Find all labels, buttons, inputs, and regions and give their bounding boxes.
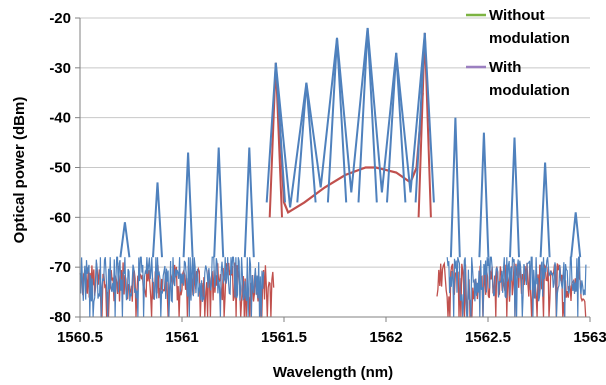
x-tick-label: 1561.5 <box>261 329 307 346</box>
blue-peak-11 <box>449 117 461 258</box>
legend-label: modulation <box>489 30 570 47</box>
y-axis-title: Optical power (dBm) <box>11 97 28 244</box>
blue-peak-1 <box>152 182 163 258</box>
y-tick-label: -70 <box>49 259 71 276</box>
x-tick-label: 1562.5 <box>465 329 511 346</box>
y-tick-label: -40 <box>49 110 71 127</box>
x-tick-label: 1563 <box>573 329 606 346</box>
blue-peak-2 <box>182 152 194 258</box>
legend: Without modulation With modulation <box>466 7 570 99</box>
legend-label: modulation <box>489 82 570 99</box>
y-tick-label: -60 <box>49 209 71 226</box>
x-tick-label: 1560.5 <box>57 329 103 346</box>
red-noise-trace-0 <box>79 262 275 318</box>
x-tick-label: 1561 <box>165 329 198 346</box>
blue-peak-0 <box>119 222 131 258</box>
x-tick-label: 1562 <box>369 329 402 346</box>
y-tick-label: -50 <box>49 160 71 177</box>
blue-peak-7 <box>326 37 348 203</box>
blue-peak-4 <box>243 147 255 258</box>
blue-noise-left <box>79 256 265 318</box>
blue-peak-12 <box>478 132 490 258</box>
blue-peak-6 <box>296 82 317 203</box>
x-axis-title: Wavelength (nm) <box>273 364 393 381</box>
y-tick-label: -30 <box>49 60 71 77</box>
y-axis-ticks: -80 -70 -60 -50 -40 -30 -20 <box>49 10 80 326</box>
legend-label: Without <box>489 7 545 24</box>
x-axis-ticks: 1560.5 1561 1561.5 1562 1562.5 1563 <box>57 317 606 346</box>
blue-peak-9 <box>386 52 407 203</box>
blue-peak-13 <box>509 137 520 258</box>
blue-peak-14 <box>539 162 551 258</box>
legend-label: With <box>489 59 521 76</box>
y-tick-label: -80 <box>49 309 71 326</box>
blue-peak-3 <box>213 147 225 258</box>
blue-peak-8 <box>357 27 378 203</box>
blue-comb-envelope <box>274 27 426 208</box>
blue-peak-15 <box>570 212 582 258</box>
y-tick-label: -20 <box>49 10 71 27</box>
